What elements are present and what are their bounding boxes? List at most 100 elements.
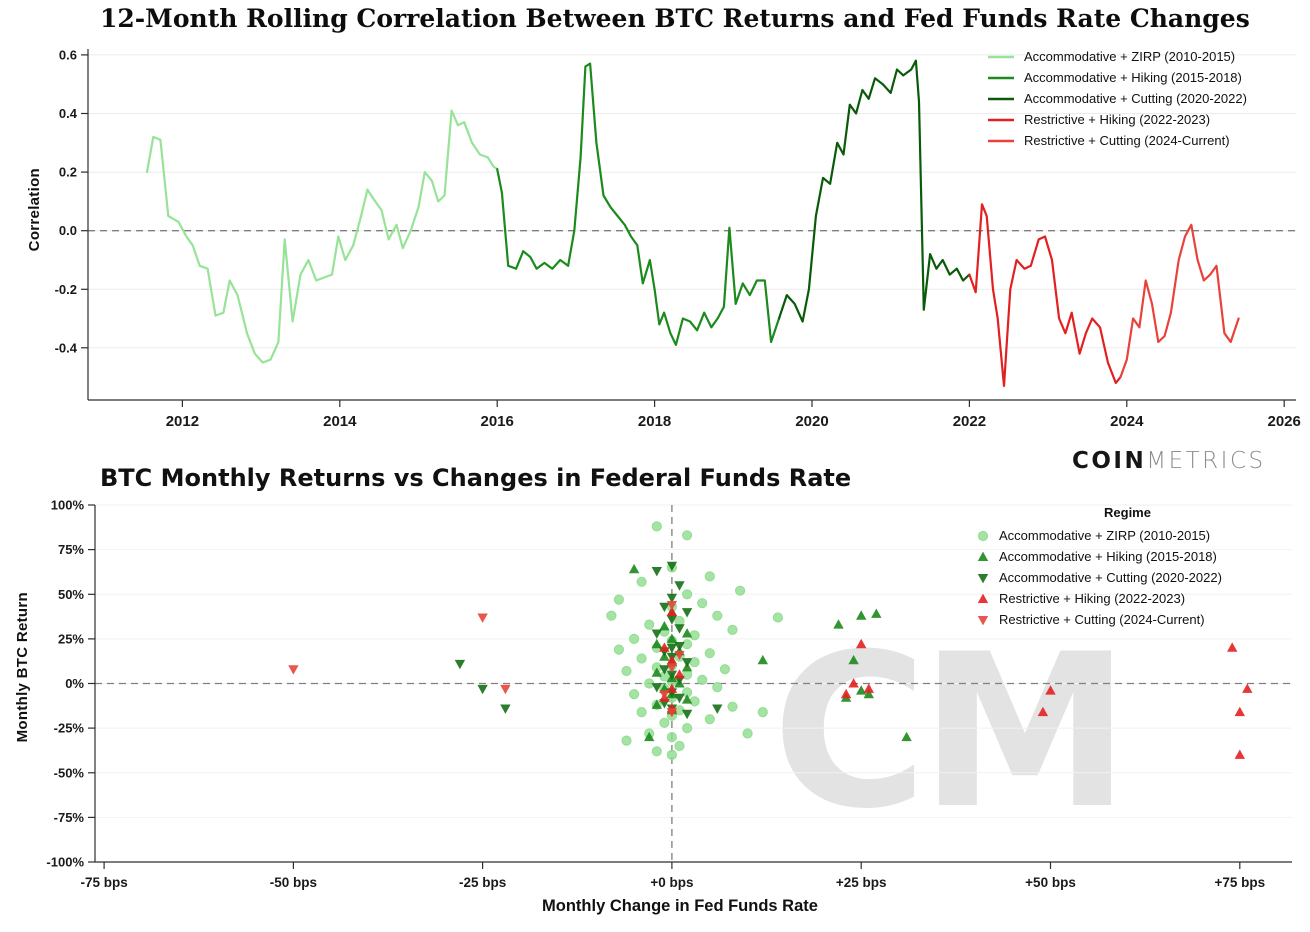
logo-coin-text: COIN <box>1072 448 1147 474</box>
scatter-point <box>621 735 632 746</box>
logo-metrics-text: METRICS <box>1146 448 1266 474</box>
scatter-point <box>636 576 647 587</box>
scatter-point <box>681 694 693 704</box>
scatter-point <box>651 629 662 639</box>
y-tick-label: 0% <box>65 676 84 691</box>
scatter-point <box>674 624 685 634</box>
scatter-point <box>666 670 678 680</box>
x-tick-label: 2020 <box>795 413 828 430</box>
scatter-point <box>689 696 700 707</box>
scatter-point <box>288 665 299 675</box>
scatter-point <box>651 638 662 649</box>
scatter-point <box>454 659 466 670</box>
scatter-point <box>659 602 670 613</box>
scatter-x-axis-label: Monthly Change in Fed Funds Rate <box>542 897 818 915</box>
y-tick-label: 0.0 <box>59 223 77 238</box>
legend-label: Accommodative + Cutting (2020-2022) <box>999 570 1222 585</box>
y-tick-label: -100% <box>46 855 84 870</box>
legend-label: Restrictive + Cutting (2024-Current) <box>1024 133 1230 148</box>
scatter-point <box>704 571 715 582</box>
scatter-point <box>644 619 655 630</box>
scatter-point <box>697 598 708 609</box>
correlation-line-chart: 0.6 0.4 0.2 0.0 -0.2 -0.4 2012 2014 2016 2018 2020… <box>55 47 1301 430</box>
x-tick-label: 2026 <box>1268 413 1301 430</box>
scatter-chart-title: BTC Monthly Returns vs Changes in Federa… <box>100 464 852 492</box>
scatter-point <box>712 682 723 693</box>
legend-item: Accommodative + ZIRP (2010-2015) <box>975 525 1280 546</box>
scatter-point <box>628 563 640 574</box>
scatter-chart-legend: Regime Accommodative + ZIRP (2010-2015) Ac… <box>975 505 1280 630</box>
y-tick-label: -50% <box>54 765 85 780</box>
scatter-point <box>704 648 715 659</box>
scatter-point <box>629 633 640 644</box>
scatter-point <box>772 612 784 623</box>
scatter-point <box>659 642 670 652</box>
scatter-point <box>659 717 670 728</box>
x-tick-label: +25 bps <box>836 875 887 890</box>
scatter-point <box>977 573 989 583</box>
x-tick-label: +0 bps <box>650 875 693 890</box>
legend-line-swatch <box>988 55 1014 58</box>
x-tick-label: 2014 <box>323 413 357 430</box>
scatter-point <box>1234 749 1245 759</box>
legend-marker-triangle-up <box>977 593 989 603</box>
scatter-point <box>977 593 989 603</box>
scatter-point <box>871 608 882 618</box>
y-tick-label: 50% <box>58 587 84 602</box>
scatter-point <box>727 701 738 712</box>
scatter-point <box>704 714 715 725</box>
scatter-point <box>1234 706 1245 717</box>
y-tick-label: -0.4 <box>55 340 78 355</box>
correlation-chart-legend: Accommodative + ZIRP (2010-2015) Accommod… <box>986 46 1247 151</box>
scatter-point <box>659 621 670 631</box>
legend-label: Restrictive + Hiking (2022-2023) <box>999 591 1186 606</box>
scatter-point <box>621 665 632 677</box>
y-tick-label: 100% <box>51 498 85 513</box>
legend-label: Accommodative + Cutting (2020-2022) <box>1024 91 1247 106</box>
scatter-point <box>636 707 647 718</box>
y-tick-label: -0.2 <box>55 282 77 297</box>
scatter-point <box>629 689 640 700</box>
legend-item: Restrictive + Hiking (2022-2023) <box>986 109 1247 130</box>
scatter-point <box>674 740 685 752</box>
legend-item: Accommodative + Hiking (2015-2018) <box>986 67 1247 88</box>
legend-marker-triangle-up <box>977 551 989 561</box>
legend-line-swatch <box>988 118 1014 121</box>
scatter-point <box>666 593 678 604</box>
legend-line-swatch <box>988 97 1014 100</box>
legend-marker-triangle-down <box>977 615 989 625</box>
x-tick-label: 2024 <box>1110 413 1144 430</box>
legend-label: Accommodative + Hiking (2015-2018) <box>1024 70 1242 85</box>
legend-item: Accommodative + Hiking (2015-2018) <box>975 546 1280 567</box>
x-tick-label: -75 bps <box>80 875 127 890</box>
scatter-point <box>681 628 693 638</box>
legend-item: Accommodative + Cutting (2020-2022) <box>986 88 1247 109</box>
x-tick-label: 2018 <box>638 413 671 430</box>
scatter-point <box>681 709 693 720</box>
scatter-point <box>666 561 678 572</box>
legend-label: Restrictive + Cutting (2024-Current) <box>999 612 1205 627</box>
cm-watermark: CM <box>772 608 1131 855</box>
scatter-point <box>682 639 693 650</box>
y-tick-label: 0.4 <box>59 106 78 121</box>
regime-line-series <box>145 109 499 364</box>
scatter-point <box>1227 642 1238 652</box>
scatter-point <box>477 684 488 695</box>
scatter-point <box>651 521 662 532</box>
scatter-point <box>863 688 874 699</box>
scatter-point <box>1242 683 1253 693</box>
scatter-point <box>636 653 647 664</box>
scatter-chart: 100% 75% 50% 25% 0% -25% -50% -75% -100% -75 bps -… <box>46 498 1292 890</box>
scatter-point <box>682 530 693 541</box>
scatter-point <box>606 610 617 621</box>
scatter-point <box>1045 685 1056 695</box>
regime-line-series <box>496 62 781 346</box>
legend-line-swatch <box>988 139 1014 142</box>
scatter-point <box>659 690 670 700</box>
scatter-point <box>681 608 693 618</box>
x-tick-label: -25 bps <box>459 875 506 890</box>
scatter-point <box>1037 706 1049 717</box>
scatter-point <box>659 665 670 675</box>
scatter-point <box>666 633 678 643</box>
